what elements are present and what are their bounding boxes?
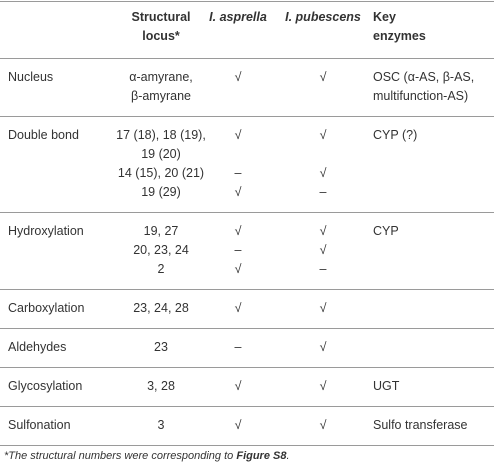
asprella-mark: – bbox=[234, 166, 242, 180]
asprella-mark: √ bbox=[234, 128, 242, 142]
column-header: enzymes bbox=[373, 29, 426, 43]
enzyme: OSC (α-AS, β-AS, bbox=[373, 70, 475, 84]
asprella-mark: – bbox=[234, 340, 242, 354]
rule bbox=[0, 1, 494, 2]
row-label: Glycosylation bbox=[8, 379, 83, 393]
rule bbox=[0, 212, 494, 213]
pubescens-mark: √ bbox=[319, 70, 327, 84]
locus: 19, 27 bbox=[143, 224, 179, 238]
locus: α-amyrane, bbox=[129, 70, 193, 84]
asprella-mark: √ bbox=[234, 70, 242, 84]
rule bbox=[0, 406, 494, 407]
row-label: Double bond bbox=[8, 128, 79, 142]
pubescens-mark: √ bbox=[319, 379, 327, 393]
pubescens-mark: √ bbox=[319, 301, 327, 315]
rule bbox=[0, 445, 494, 446]
asprella-mark: √ bbox=[234, 262, 242, 276]
row-label: Hydroxylation bbox=[8, 224, 84, 238]
row-label: Nucleus bbox=[8, 70, 54, 84]
row-label: Carboxylation bbox=[8, 301, 85, 315]
enzyme: UGT bbox=[373, 379, 400, 393]
locus: 19 (29) bbox=[141, 185, 181, 199]
column-header: I. asprella bbox=[209, 10, 267, 24]
footnote-ref: Figure S8 bbox=[236, 450, 287, 462]
asprella-mark: √ bbox=[234, 379, 242, 393]
footnote-end: . bbox=[286, 450, 290, 462]
enzyme: Sulfo transferase bbox=[373, 418, 468, 432]
locus: 23 bbox=[154, 340, 168, 354]
column-header: Structural bbox=[131, 10, 191, 24]
enzyme: multifunction-AS) bbox=[373, 89, 469, 103]
asprella-mark: √ bbox=[234, 185, 242, 199]
locus: 19 (20) bbox=[141, 147, 181, 161]
enzyme: CYP (?) bbox=[373, 128, 418, 142]
asprella-mark: √ bbox=[234, 418, 242, 432]
pubescens-mark: – bbox=[319, 262, 327, 276]
column-header: Key bbox=[373, 10, 396, 24]
locus: β-amyrane bbox=[131, 89, 191, 103]
pubescens-mark: √ bbox=[319, 224, 327, 238]
locus: 17 (18), 18 (19), bbox=[116, 128, 206, 142]
asprella-mark: √ bbox=[234, 301, 242, 315]
pubescens-mark: √ bbox=[319, 340, 327, 354]
locus: 20, 23, 24 bbox=[133, 243, 189, 257]
pubescens-mark: √ bbox=[319, 166, 327, 180]
row-label: Sulfonation bbox=[8, 418, 71, 432]
locus: 14 (15), 20 (21) bbox=[117, 166, 205, 180]
rule bbox=[0, 289, 494, 290]
locus: 3 bbox=[157, 418, 165, 432]
column-header: I. pubescens bbox=[285, 10, 361, 24]
rule bbox=[0, 58, 494, 59]
footnote: *The structural numbers were correspondi… bbox=[4, 450, 290, 462]
column-header: locus* bbox=[142, 29, 180, 43]
pubescens-mark: – bbox=[319, 185, 327, 199]
asprella-mark: – bbox=[234, 243, 242, 257]
pubescens-mark: √ bbox=[319, 418, 327, 432]
rule bbox=[0, 328, 494, 329]
locus: 23, 24, 28 bbox=[133, 301, 189, 315]
locus: 2 bbox=[157, 262, 165, 276]
enzyme: CYP bbox=[373, 224, 399, 238]
rule bbox=[0, 116, 494, 117]
row-label: Aldehydes bbox=[8, 340, 67, 354]
pubescens-mark: √ bbox=[319, 243, 327, 257]
rule bbox=[0, 367, 494, 368]
footnote-text: *The structural numbers were correspondi… bbox=[4, 450, 237, 462]
pubescens-mark: √ bbox=[319, 128, 327, 142]
locus: 3, 28 bbox=[147, 379, 175, 393]
asprella-mark: √ bbox=[234, 224, 242, 238]
